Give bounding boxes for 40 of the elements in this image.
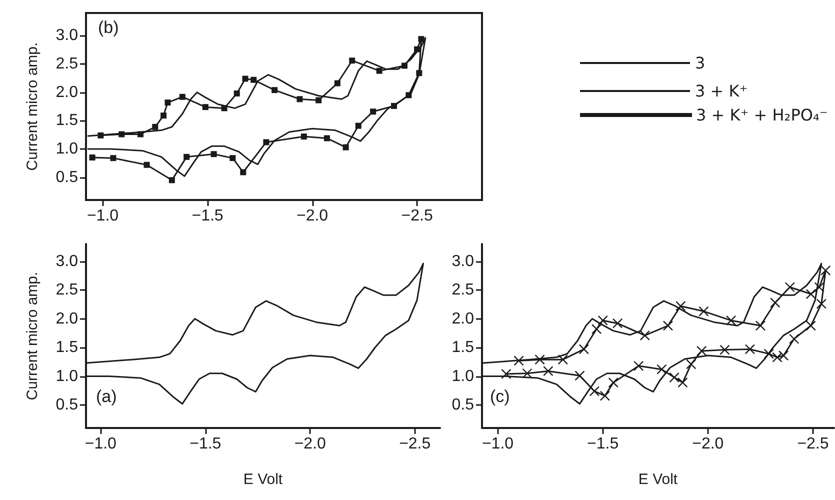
x-tick-label: −1.5	[587, 436, 619, 452]
x-tick-label: −1.0	[86, 208, 119, 224]
x-tick-label: −2.0	[294, 436, 326, 452]
y-tick-label: 1.0	[452, 368, 474, 385]
x-tick-label: −2.0	[692, 436, 724, 452]
x-axis-title: E Volt	[638, 471, 678, 488]
x-tick-label: −1.0	[482, 436, 514, 452]
x-axis-title: E Volt	[243, 471, 284, 488]
y-tick-label: 3.0	[56, 27, 78, 44]
y-tick-label: 1.5	[56, 112, 78, 130]
x-tick-label: −1.5	[192, 208, 224, 224]
annotation: (b)	[98, 18, 119, 37]
y-tick-label: 3.0	[452, 252, 474, 270]
y-tick-label: 2.5	[56, 282, 78, 298]
y-tick-label: 2.5	[56, 56, 78, 72]
y-tick-label: 2.5	[452, 282, 474, 298]
x-tick-label: −1.0	[84, 436, 117, 452]
x-tick-label: −2.5	[401, 208, 433, 224]
x-tick-label: −2.5	[399, 436, 431, 452]
y-tick-label: 3.0	[56, 252, 78, 270]
text: 3 + K⁺	[695, 82, 748, 100]
y-tick-label: 2.0	[56, 310, 78, 328]
annotation: (c)	[490, 387, 510, 406]
y-tick-label: 1.0	[56, 368, 78, 385]
text: 3	[695, 54, 706, 72]
y-tick-label: 0.5	[452, 396, 474, 414]
y-tick-label: 1.5	[452, 339, 474, 356]
x-tick-label: −1.5	[190, 436, 222, 452]
y-tick-label: 1.5	[56, 339, 78, 356]
y-tick-label: 0.5	[56, 168, 78, 186]
y-axis-title: Current micro amp.	[24, 42, 41, 171]
y-tick-label: 0.5	[56, 396, 78, 414]
y-axis-title: Current micro amp.	[24, 272, 41, 400]
text: 3 + K⁺ + H₂PO₄⁻	[696, 106, 828, 124]
x-tick-label: −2.5	[797, 436, 829, 452]
y-tick-label: 1.0	[56, 140, 78, 158]
annotation: (a)	[96, 387, 117, 406]
y-tick-label: 2.0	[452, 310, 474, 328]
x-tick-label: −2.0	[296, 208, 328, 224]
y-tick-label: 2.0	[56, 84, 78, 101]
